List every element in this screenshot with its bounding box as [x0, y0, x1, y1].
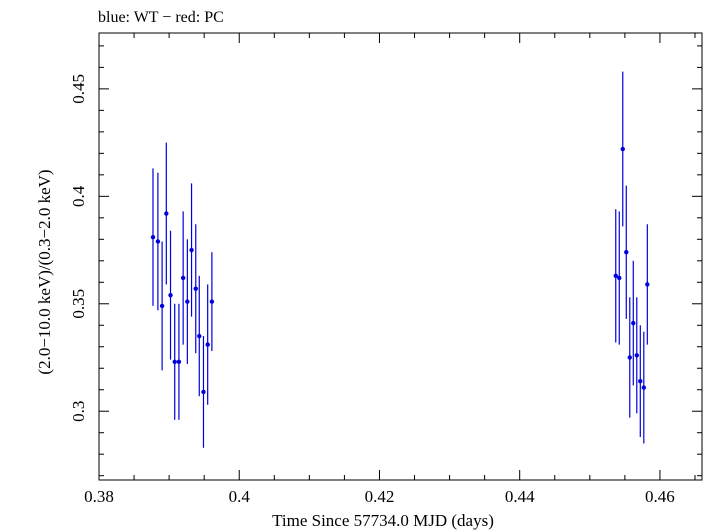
y-axis-label: (2.0−10.0 keV)/(0.3−2.0 keV)	[35, 169, 54, 374]
data-points	[150, 71, 650, 448]
data-point	[180, 275, 186, 281]
y-tick-label: 0.3	[69, 401, 88, 422]
data-point	[150, 234, 156, 240]
data-point	[620, 146, 625, 152]
data-point	[155, 239, 161, 244]
data-point	[201, 389, 206, 395]
data-point	[172, 359, 177, 365]
x-tick-label: 0.44	[505, 487, 535, 506]
chart-title: blue: WT − red: PC	[98, 9, 224, 26]
data-point	[176, 359, 182, 365]
axis-tick-labels: 0.38 0.4 0.42 0.44 0.46 0.3 0.35 0.4 0.45	[69, 74, 675, 506]
x-tick-label: 0.42	[365, 487, 395, 506]
data-point	[634, 353, 639, 358]
data-point	[641, 385, 647, 390]
data-point	[168, 292, 173, 298]
data-point	[627, 355, 632, 360]
data-point	[205, 342, 210, 347]
data-point	[159, 303, 165, 309]
data-point	[645, 282, 650, 287]
axis-ticks	[98, 33, 702, 480]
data-point	[185, 299, 190, 304]
data-point	[197, 333, 202, 339]
x-tick-label: 0.46	[645, 487, 675, 506]
data-point	[617, 275, 622, 281]
data-point	[189, 247, 194, 253]
data-point	[209, 299, 215, 304]
x-tick-label: 0.4	[229, 487, 251, 506]
data-point	[193, 286, 198, 291]
data-point	[631, 320, 636, 326]
y-tick-label: 0.45	[69, 74, 88, 104]
data-point	[638, 378, 643, 384]
y-tick-label: 0.4	[69, 185, 88, 207]
data-point	[624, 250, 629, 255]
plot-frame	[98, 32, 703, 481]
x-tick-label: 0.38	[84, 487, 114, 506]
data-point	[613, 273, 618, 279]
y-tick-label: 0.35	[69, 289, 88, 319]
data-point	[164, 211, 169, 216]
x-axis-label: Time Since 57734.0 MJD (days)	[272, 511, 494, 530]
